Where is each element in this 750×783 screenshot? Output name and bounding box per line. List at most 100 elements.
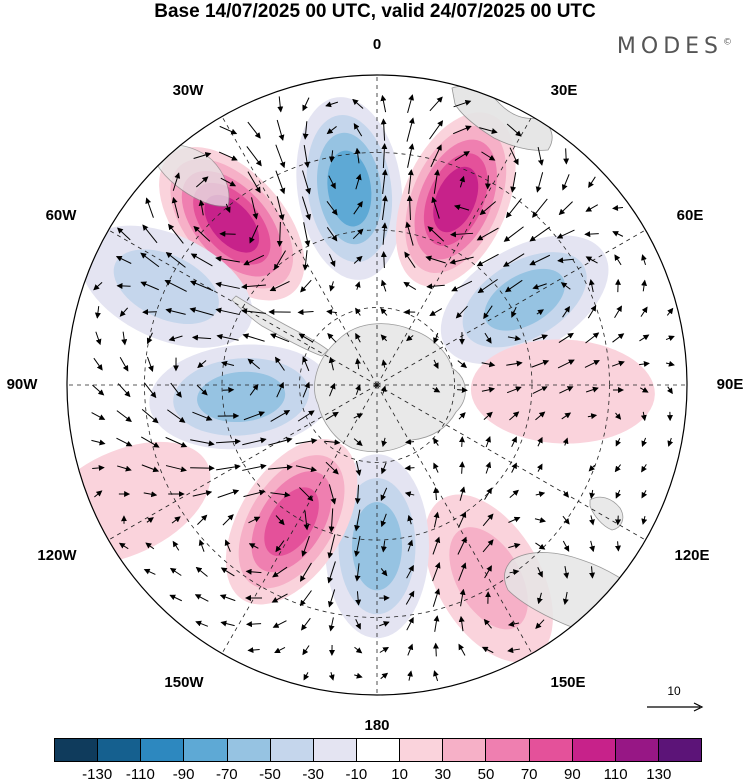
colorbar-segment (529, 739, 573, 761)
wind-vector (458, 562, 467, 581)
wind-vector (217, 489, 240, 498)
wind-vector (247, 171, 261, 194)
wind-vector (302, 645, 310, 656)
wind-vector (406, 616, 414, 631)
wind-vector (381, 359, 388, 368)
wind-vector (430, 144, 442, 168)
lon-label-30e: 30E (550, 82, 578, 99)
wind-vector (189, 307, 214, 316)
wind-vector (145, 197, 154, 218)
wind-vector (503, 226, 524, 242)
wind-vector (219, 594, 236, 602)
wind-vector (276, 221, 283, 247)
wind-vector (381, 143, 388, 169)
wind-vector (116, 410, 132, 423)
wind-vector (406, 195, 413, 221)
wind-vector (380, 568, 388, 577)
wind-vector (243, 411, 266, 421)
wind-vector (381, 169, 388, 194)
wind-vector (537, 592, 543, 605)
wind-vector (457, 386, 468, 393)
wind-vector (270, 333, 290, 343)
wind-vector (558, 332, 574, 344)
colorbar-tick-label: -110 (125, 766, 155, 783)
wind-vector (190, 253, 213, 267)
map-title: Base 14/07/2025 00 UTC, valid 24/07/2025… (154, 1, 596, 22)
wind-vector (195, 620, 209, 627)
wind-vector (588, 464, 596, 472)
lon-label-150e: 150E (550, 674, 586, 691)
wind-vector (589, 489, 596, 499)
wind-vector (479, 127, 498, 134)
wind-vector (481, 151, 496, 161)
wind-vector (243, 254, 265, 266)
latitude-circle (144, 152, 610, 618)
wind-vector (275, 540, 285, 553)
wind-vector (666, 307, 674, 316)
wind-vector (353, 200, 363, 215)
wind-vector (433, 359, 439, 369)
wind-vector (355, 460, 362, 476)
reference-vector-arrow (647, 702, 704, 712)
wind-vector (458, 615, 465, 632)
wind-vector (557, 359, 575, 369)
wind-vector (563, 566, 570, 579)
wind-vector (432, 386, 441, 393)
wind-vector (119, 356, 129, 372)
colorbar-segment (141, 739, 185, 761)
wind-vector (218, 151, 238, 161)
colorbar-segment (658, 739, 702, 761)
wind-vector (243, 489, 266, 498)
wind-vector (352, 228, 364, 240)
wind-vector (537, 567, 543, 578)
wind-vector (169, 567, 182, 576)
wind-vector (324, 439, 341, 446)
wind-vector (325, 101, 339, 108)
wind-vector (483, 305, 493, 320)
wind-vector (91, 439, 106, 446)
wind-vector (355, 619, 361, 630)
wind-vector (562, 515, 570, 525)
wind-vector (215, 307, 240, 316)
wind-vector (585, 332, 600, 344)
wind-vector (429, 120, 444, 140)
wind-vector (117, 227, 131, 241)
wind-vector (426, 283, 445, 290)
wind-vector (459, 175, 466, 188)
wind-vector (165, 307, 186, 315)
wind-vector (380, 334, 388, 342)
wind-vector (404, 491, 415, 498)
colorbar-tick-label: 10 (391, 766, 408, 783)
wind-vector (639, 387, 649, 393)
anomaly-contour (433, 166, 479, 233)
wind-vector (220, 567, 235, 577)
lon-label-90w: 90W (6, 376, 38, 393)
wind-vector (221, 360, 235, 367)
meridian-line (108, 384, 378, 541)
wind-vector (242, 333, 265, 342)
wind-vector (532, 198, 548, 218)
wind-vector (172, 172, 181, 191)
modes-logo-text: MODES (616, 34, 723, 59)
wind-vector (249, 225, 259, 244)
wind-vector (327, 332, 337, 343)
wind-vector (506, 386, 522, 394)
wind-vector (222, 514, 234, 526)
wind-vector (354, 484, 361, 505)
wind-vector (271, 593, 288, 603)
wind-vector (242, 437, 267, 446)
pole-marker: + (373, 381, 379, 392)
latitude-circle (221, 229, 533, 541)
wind-vector (276, 196, 285, 221)
wind-vector (301, 617, 311, 631)
wind-vector (639, 334, 650, 342)
wind-vectors (91, 94, 675, 682)
wind-vector (407, 643, 414, 656)
wind-vector (407, 670, 413, 681)
wind-vector (427, 226, 445, 242)
wind-vector (403, 281, 417, 291)
wind-vector (325, 461, 339, 475)
meridian-line (376, 229, 646, 386)
lon-label-0: 0 (372, 36, 382, 53)
wind-vector (95, 331, 102, 346)
